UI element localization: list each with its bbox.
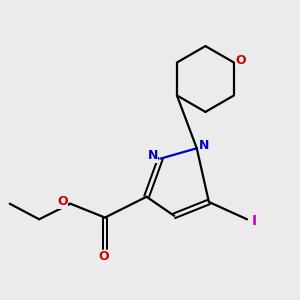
Text: I: I (251, 214, 256, 228)
Text: O: O (98, 250, 109, 263)
Text: O: O (236, 54, 246, 67)
Text: N: N (199, 139, 210, 152)
Text: N: N (148, 149, 158, 162)
Text: O: O (57, 196, 68, 208)
